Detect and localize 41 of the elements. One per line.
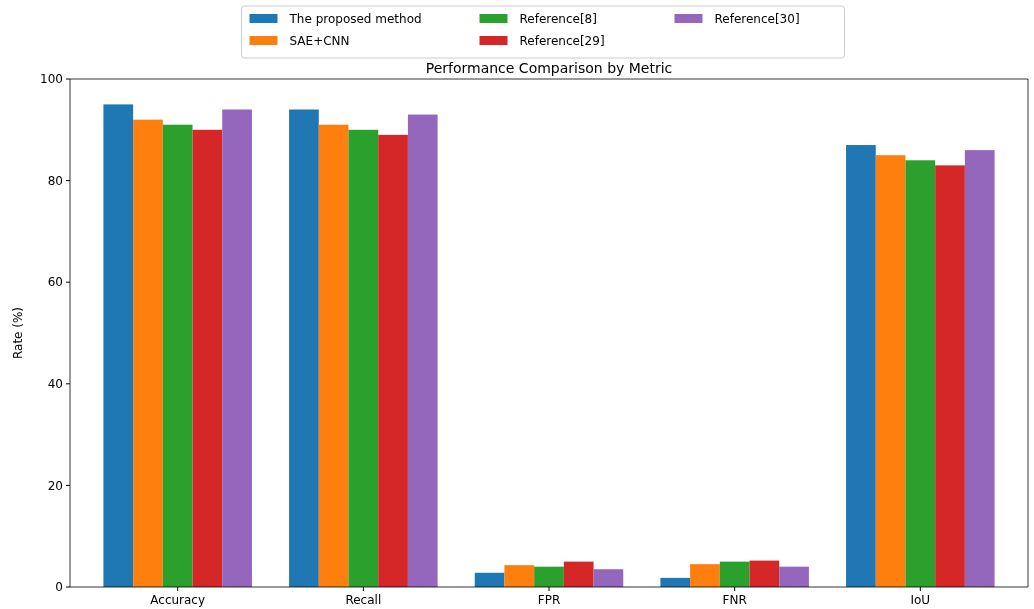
y-axis-title: Rate (%) — [11, 306, 25, 360]
legend-label: Reference[29] — [519, 34, 605, 49]
y-tick-label: 20 — [47, 478, 63, 493]
bar — [593, 569, 624, 587]
y-tick-label: 40 — [47, 377, 63, 391]
bar — [407, 114, 438, 587]
bar — [162, 124, 193, 587]
bar — [719, 561, 750, 587]
bar — [222, 109, 252, 587]
bar — [504, 565, 535, 587]
bar — [103, 104, 134, 587]
y-tick-label: 100 — [40, 72, 63, 87]
bar — [935, 165, 965, 587]
legend-label: Reference[30] — [714, 12, 800, 27]
y-tick-label: 60 — [47, 275, 63, 290]
x-tick-label: FNR — [722, 593, 747, 607]
bar — [348, 129, 379, 587]
bar — [133, 119, 163, 587]
bar — [905, 160, 936, 587]
bar — [690, 564, 720, 587]
legend-label: The proposed method — [288, 12, 422, 27]
bar — [779, 566, 809, 587]
bar — [563, 561, 594, 587]
x-tick-label: IoU — [910, 593, 931, 607]
bar — [875, 155, 906, 587]
x-tick-label: Recall — [345, 593, 382, 607]
bar — [534, 566, 564, 587]
x-tick-label: Accuracy — [150, 593, 206, 607]
bar — [318, 124, 349, 587]
x-tick-label: FPR — [537, 593, 561, 607]
bar — [192, 129, 223, 587]
bar — [846, 145, 876, 587]
legend-label: Reference[8] — [519, 12, 597, 27]
bar — [749, 560, 780, 587]
bar — [964, 150, 995, 587]
y-tick-label: 80 — [47, 173, 63, 188]
legend-label: SAE+CNN — [289, 34, 350, 49]
y-tick-label: 0 — [55, 580, 63, 595]
bar — [289, 109, 319, 587]
chart-title: Performance Comparison by Metric — [425, 60, 673, 76]
bar — [378, 134, 408, 587]
